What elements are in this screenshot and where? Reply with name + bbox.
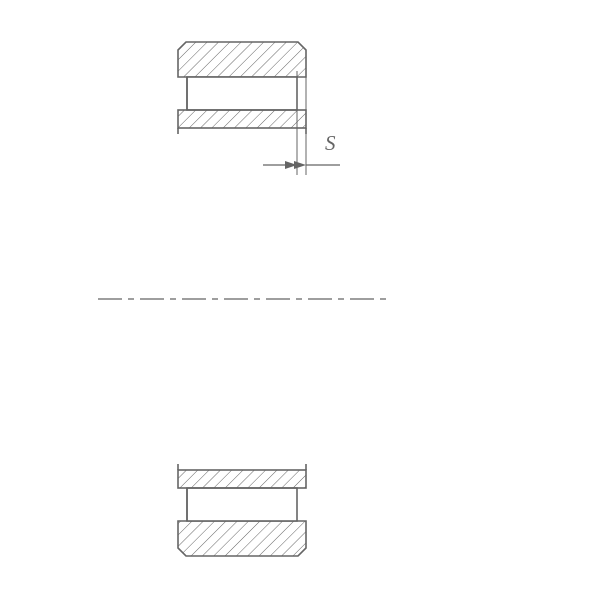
inner-ring-top: [178, 110, 306, 128]
outer-ring-bottom: [178, 521, 306, 556]
outer-ring-top: [178, 42, 306, 77]
bearing-cross-section-diagram: S: [0, 0, 600, 600]
dimension-label-s: S: [325, 131, 336, 155]
inner-ring-bottom: [178, 470, 306, 488]
roller-top: [187, 77, 297, 110]
roller-bottom: [187, 488, 297, 521]
